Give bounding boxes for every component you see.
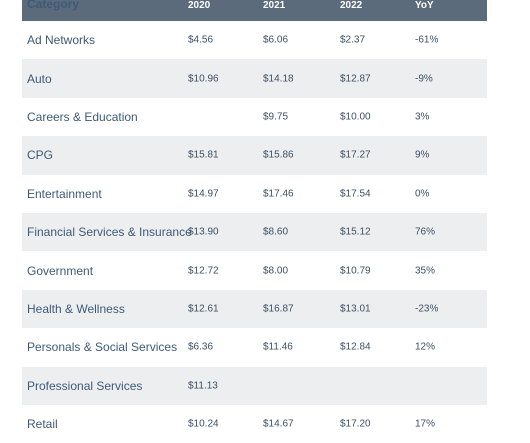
table-row: Entertainment $14.97 $17.46 $17.54 0% (22, 175, 487, 213)
value-2021-cell: $9.75 (263, 111, 289, 123)
yoy-cell: 35% (415, 265, 436, 277)
yoy-cell: 12% (415, 341, 436, 353)
value-2020-cell: $11.13 (188, 380, 218, 392)
value-2022-cell: $17.27 (340, 149, 371, 161)
value-2020-cell: $15.81 (188, 149, 219, 161)
value-2022-cell: $12.84 (340, 341, 371, 353)
category-cell: Professional Services (27, 378, 143, 393)
value-2021-cell: $15.86 (263, 149, 294, 161)
value-2022-cell: $17.20 (340, 418, 371, 430)
header-yoy: YoY (415, 0, 434, 11)
category-cell: Ad Networks (27, 33, 96, 48)
yoy-cell: 17% (415, 418, 436, 430)
yoy-cell: -9% (415, 73, 433, 85)
table-row: Professional Services $11.13 (22, 366, 487, 405)
header-2022: 2022 (340, 0, 363, 11)
yoy-cell: 9% (415, 149, 430, 161)
value-2021-cell: $8.60 (263, 226, 289, 238)
value-2020-cell: $10.24 (188, 418, 219, 430)
category-cell: Government (27, 263, 94, 278)
table-row: Ad Networks $4.56 $6.06 $2.37 -61% (22, 21, 487, 59)
category-cell: Personals & Social Services (27, 340, 178, 355)
table-row: Careers & Education $9.75 $10.00 3% (22, 98, 487, 136)
value-2020-cell: $10.96 (188, 73, 219, 85)
table-row: Financial Services & Insurance $13.90 $8… (22, 212, 487, 252)
value-2022-cell: $12.87 (340, 73, 371, 85)
value-2020-cell: $12.72 (188, 265, 219, 277)
category-cell: CPG (27, 148, 54, 163)
header-2021: 2021 (263, 0, 286, 11)
value-2021-cell: $6.06 (263, 34, 289, 46)
value-2022-cell: $10.79 (340, 265, 371, 277)
yoy-cell: 3% (415, 111, 430, 123)
value-2022-cell: $2.37 (340, 34, 366, 46)
value-2020-cell: $4.56 (188, 34, 214, 46)
header-category: Category (27, 0, 80, 11)
header-2020: 2020 (188, 0, 211, 11)
value-2022-cell: $10.00 (340, 111, 371, 123)
category-cell: Entertainment (27, 186, 102, 201)
table-row: Personals & Social Services $6.36 $11.46… (22, 328, 487, 366)
value-2022-cell: $13.01 (340, 303, 371, 315)
value-2021-cell: $14.67 (263, 418, 294, 430)
value-2021-cell: $11.46 (263, 341, 293, 353)
category-cell: Auto (27, 71, 52, 86)
category-cell: Careers & Education (27, 109, 138, 124)
value-2021-cell: $14.18 (263, 73, 294, 85)
value-2020-cell: $12.61 (188, 303, 219, 315)
value-2022-cell: $17.54 (340, 188, 371, 200)
category-cell: Health & Wellness (27, 301, 125, 316)
category-cell: Retail (27, 417, 58, 432)
table-row: Auto $10.96 $14.18 $12.87 -9% (22, 59, 487, 98)
table-row: Health & Wellness $12.61 $16.87 $13.01 -… (22, 289, 487, 329)
value-2020-cell: $14.97 (188, 188, 219, 200)
table-row: CPG $15.81 $15.86 $17.27 9% (22, 136, 487, 175)
category-cell: Financial Services & Insurance (27, 225, 192, 240)
yoy-cell: -23% (415, 303, 439, 315)
value-2020-cell: $6.36 (188, 341, 214, 353)
table-row: Retail $10.24 $14.67 $17.20 17% (22, 405, 487, 443)
value-2021-cell: $16.87 (263, 303, 294, 315)
yoy-cell: 76% (415, 226, 436, 238)
value-2021-cell: $8.00 (263, 265, 289, 277)
data-table: Category 2020 2021 2022 YoY Ad Networks … (22, 0, 487, 443)
value-2021-cell: $17.46 (263, 188, 294, 200)
value-2020-cell: $13.90 (188, 226, 219, 238)
table-header-row: Category 2020 2021 2022 YoY (22, 0, 487, 21)
yoy-cell: 0% (415, 188, 430, 200)
yoy-cell: -61% (415, 34, 439, 46)
value-2022-cell: $15.12 (340, 226, 371, 238)
table-row: Government $12.72 $8.00 $10.79 35% (22, 251, 487, 289)
